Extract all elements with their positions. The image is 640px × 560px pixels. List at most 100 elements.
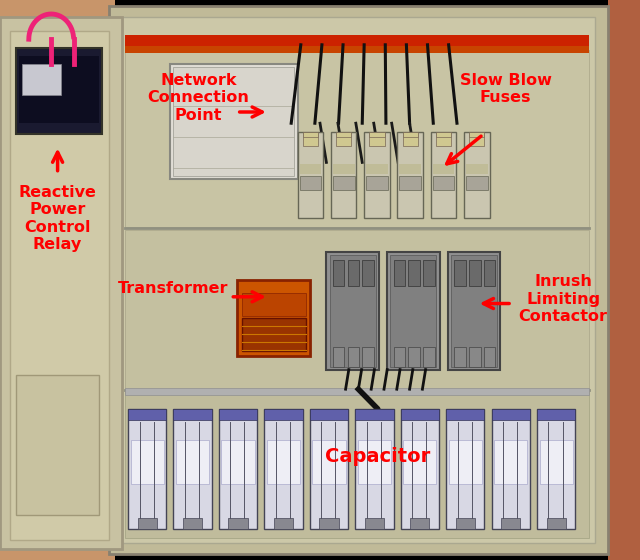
- Bar: [122, 17, 595, 543]
- Bar: [501, 518, 520, 529]
- Bar: [331, 132, 356, 218]
- Text: Reactive
Power
Control
Relay: Reactive Power Control Relay: [19, 185, 97, 252]
- Bar: [183, 518, 202, 529]
- Bar: [449, 440, 482, 484]
- Bar: [537, 409, 575, 420]
- Bar: [19, 56, 99, 123]
- Bar: [454, 347, 466, 367]
- Bar: [484, 347, 495, 367]
- Bar: [403, 133, 418, 146]
- Bar: [408, 260, 420, 286]
- Bar: [300, 176, 321, 190]
- Bar: [237, 280, 310, 356]
- Bar: [109, 6, 608, 554]
- Bar: [451, 255, 497, 367]
- Bar: [0, 0, 115, 560]
- Bar: [466, 176, 488, 190]
- Bar: [330, 255, 376, 367]
- Bar: [469, 260, 481, 286]
- Bar: [173, 409, 212, 529]
- Bar: [274, 518, 293, 529]
- Bar: [173, 67, 294, 176]
- Text: Network
Connection
Point: Network Connection Point: [147, 73, 250, 123]
- Bar: [355, 409, 394, 529]
- Bar: [125, 46, 589, 53]
- Bar: [423, 260, 435, 286]
- Bar: [16, 48, 102, 134]
- Bar: [446, 409, 484, 529]
- Bar: [219, 409, 257, 529]
- Bar: [300, 164, 321, 174]
- Bar: [176, 440, 209, 484]
- Bar: [408, 347, 420, 367]
- Bar: [16, 375, 99, 515]
- Bar: [125, 388, 589, 395]
- Bar: [456, 518, 475, 529]
- Bar: [355, 409, 394, 420]
- Bar: [365, 518, 384, 529]
- Bar: [410, 518, 429, 529]
- Bar: [170, 64, 298, 179]
- Text: Capacitor: Capacitor: [325, 447, 430, 466]
- Bar: [394, 347, 405, 367]
- Bar: [484, 260, 495, 286]
- Bar: [492, 409, 530, 529]
- Bar: [436, 133, 451, 146]
- Bar: [228, 518, 248, 529]
- Bar: [125, 391, 589, 538]
- Bar: [537, 409, 575, 529]
- Bar: [310, 409, 348, 529]
- Bar: [303, 133, 318, 146]
- Bar: [369, 133, 385, 146]
- Bar: [469, 132, 484, 137]
- Bar: [336, 133, 351, 146]
- Bar: [348, 347, 359, 367]
- Bar: [125, 230, 589, 389]
- Bar: [310, 409, 348, 420]
- Bar: [608, 0, 640, 560]
- Bar: [366, 164, 388, 174]
- Bar: [348, 260, 359, 286]
- Bar: [494, 440, 527, 484]
- Bar: [464, 132, 490, 218]
- Bar: [125, 50, 589, 227]
- Bar: [397, 132, 423, 218]
- Bar: [312, 440, 346, 484]
- Bar: [22, 64, 61, 95]
- Bar: [364, 132, 390, 218]
- Bar: [448, 252, 500, 370]
- Bar: [333, 164, 355, 174]
- Bar: [446, 409, 484, 420]
- Text: Inrush
Limiting
Contactor: Inrush Limiting Contactor: [518, 274, 608, 324]
- Bar: [369, 132, 385, 137]
- Bar: [431, 132, 456, 218]
- Bar: [358, 440, 391, 484]
- Bar: [128, 409, 166, 420]
- Bar: [128, 409, 166, 529]
- Bar: [362, 260, 374, 286]
- Bar: [469, 133, 484, 146]
- Bar: [0, 17, 122, 549]
- Bar: [540, 440, 573, 484]
- Bar: [264, 409, 303, 529]
- Bar: [401, 409, 439, 529]
- Bar: [466, 164, 488, 174]
- Bar: [433, 164, 454, 174]
- Bar: [366, 176, 388, 190]
- Bar: [219, 409, 257, 420]
- Text: Transformer: Transformer: [118, 281, 228, 296]
- Bar: [394, 260, 405, 286]
- Bar: [242, 318, 306, 351]
- Bar: [333, 347, 344, 367]
- Bar: [173, 409, 212, 420]
- Bar: [336, 132, 351, 137]
- Bar: [390, 255, 436, 367]
- Bar: [267, 440, 300, 484]
- Text: Slow Blow
Fuses: Slow Blow Fuses: [460, 73, 552, 105]
- Bar: [138, 518, 157, 529]
- Bar: [403, 132, 418, 137]
- Bar: [403, 440, 436, 484]
- Bar: [242, 293, 306, 316]
- Bar: [387, 252, 440, 370]
- Bar: [131, 440, 164, 484]
